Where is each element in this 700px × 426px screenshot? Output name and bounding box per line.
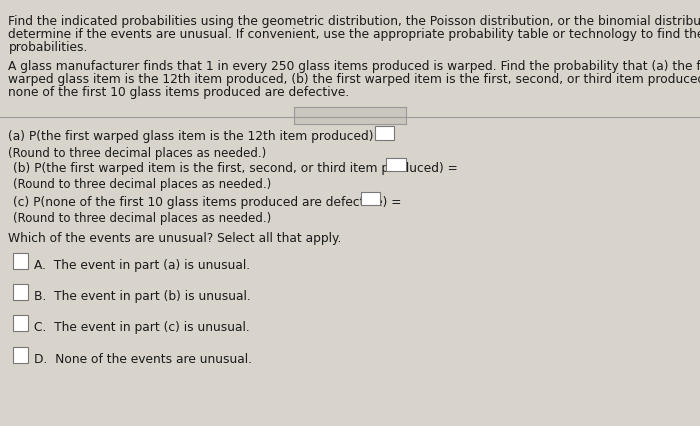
Text: determine if the events are unusual. If convenient, use the appropriate probabil: determine if the events are unusual. If …	[8, 28, 700, 41]
Text: (Round to three decimal places as needed.): (Round to three decimal places as needed…	[8, 147, 267, 160]
Text: (b) P(the first warped item is the first, second, or third item produced) =: (b) P(the first warped item is the first…	[13, 162, 457, 175]
Text: (Round to three decimal places as needed.): (Round to three decimal places as needed…	[13, 178, 271, 191]
Text: .....: .....	[343, 111, 357, 120]
Text: warped glass item is the 12th item produced, (b) the first warped item is the fi: warped glass item is the 12th item produ…	[8, 73, 700, 86]
Text: (a) P(the first warped glass item is the 12th item produced) =: (a) P(the first warped glass item is the…	[8, 130, 388, 144]
Text: C.  The event in part (c) is unusual.: C. The event in part (c) is unusual.	[34, 321, 249, 334]
Text: A glass manufacturer finds that 1 in every 250 glass items produced is warped. F: A glass manufacturer finds that 1 in eve…	[8, 60, 700, 74]
Text: A.  The event in part (a) is unusual.: A. The event in part (a) is unusual.	[34, 259, 250, 272]
Text: none of the first 10 glass items produced are defective.: none of the first 10 glass items produce…	[8, 86, 349, 99]
Text: (Round to three decimal places as needed.): (Round to three decimal places as needed…	[13, 212, 271, 225]
Text: (c) P(none of the first 10 glass items produced are defective) =: (c) P(none of the first 10 glass items p…	[13, 196, 401, 209]
Text: D.  None of the events are unusual.: D. None of the events are unusual.	[34, 353, 251, 366]
Text: Find the indicated probabilities using the geometric distribution, the Poisson d: Find the indicated probabilities using t…	[8, 15, 700, 29]
Text: B.  The event in part (b) is unusual.: B. The event in part (b) is unusual.	[34, 290, 251, 303]
Text: probabilities.: probabilities.	[8, 41, 88, 54]
Text: Which of the events are unusual? Select all that apply.: Which of the events are unusual? Select …	[8, 232, 342, 245]
